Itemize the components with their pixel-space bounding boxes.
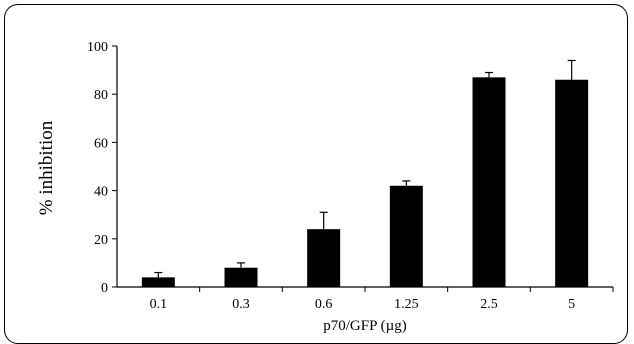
bar-5 [555,79,589,288]
x-tick-label: 0.1 [150,297,168,312]
error-bar-2.5 [485,71,493,78]
bar-0.3 [224,267,258,287]
y-tick-label: 100 [87,40,108,55]
y-tick-label: 60 [94,136,108,151]
bar-1.25 [389,185,423,287]
x-tick-label: 5 [568,297,575,312]
bar-0.1 [141,277,175,287]
x-tick-label: 0.3 [232,297,250,312]
x-tick-label: 1.25 [394,297,419,312]
error-bar-1.25 [402,180,411,186]
x-tick-label: 0.6 [315,297,333,312]
x-tick-label: 2.5 [480,297,498,312]
y-tick-label: 0 [101,281,108,296]
y-tick-label: 40 [94,185,108,200]
error-bar-0.3 [237,262,245,268]
x-axis-label: p70/GFP (µg) [323,318,407,334]
error-bar-0.1 [154,271,163,278]
y-axis-label: % inhibition [36,120,57,215]
y-tick-label: 80 [94,88,108,103]
error-bar-0.6 [319,211,328,230]
bar-0.6 [307,229,341,287]
error-bar-5 [567,59,576,80]
bar-2.5 [472,77,506,287]
y-tick-label: 20 [94,233,108,248]
